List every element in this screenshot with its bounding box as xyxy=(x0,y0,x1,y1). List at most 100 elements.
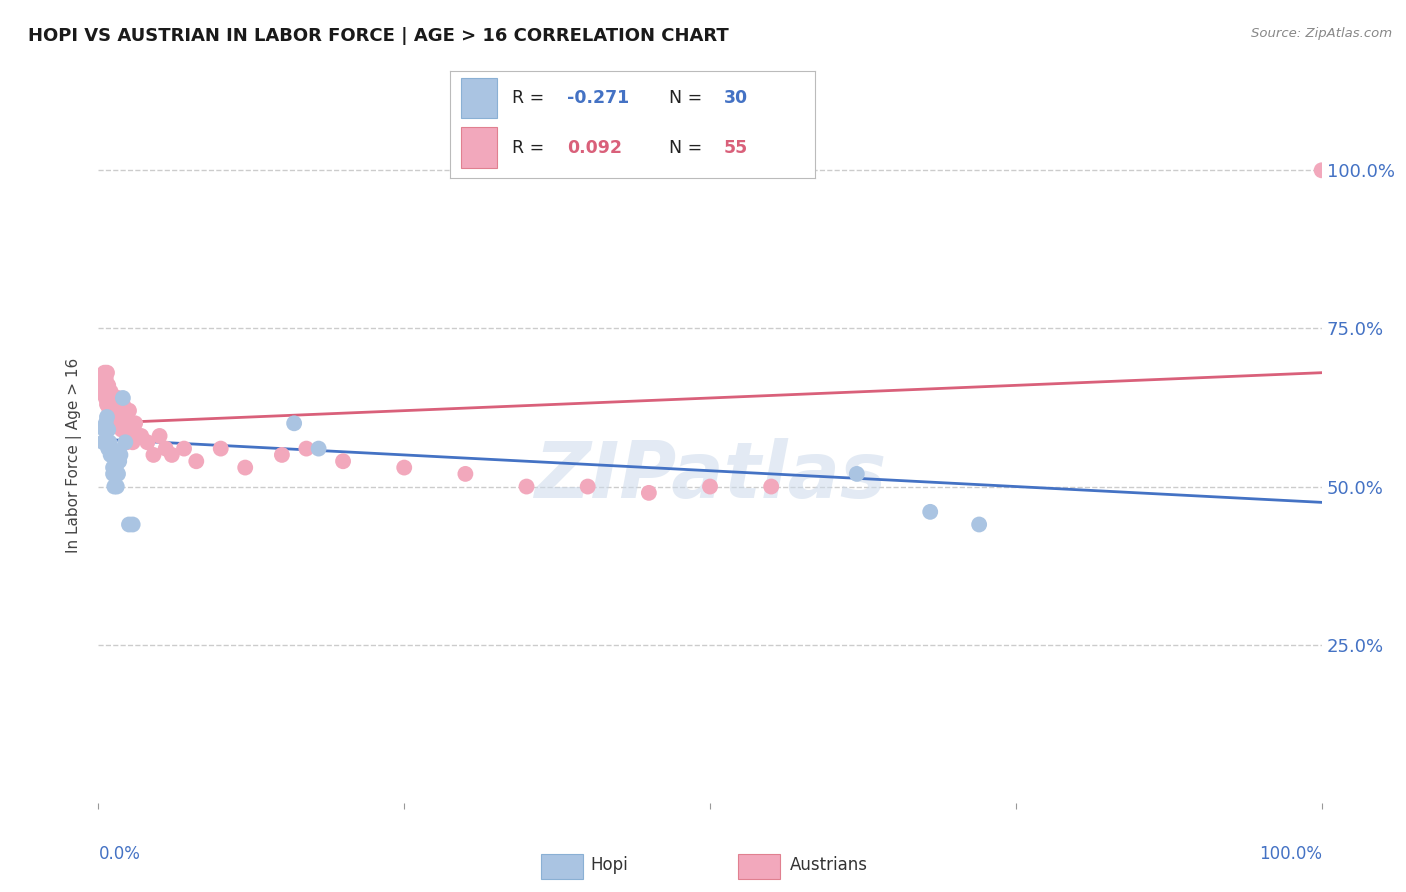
Point xyxy=(110,409,132,424)
Text: Source: ZipAtlas.com: Source: ZipAtlas.com xyxy=(1251,27,1392,40)
Point xyxy=(136,435,159,450)
Point xyxy=(576,479,599,493)
Point xyxy=(209,442,232,456)
Point xyxy=(761,479,783,493)
Point xyxy=(103,479,125,493)
Text: Hopi: Hopi xyxy=(591,856,628,874)
Text: 0.0%: 0.0% xyxy=(98,845,141,863)
Point xyxy=(94,417,117,431)
Text: 0.092: 0.092 xyxy=(567,139,621,157)
Point xyxy=(111,423,134,437)
Text: 55: 55 xyxy=(724,139,748,157)
Y-axis label: In Labor Force | Age > 16: In Labor Force | Age > 16 xyxy=(66,358,83,552)
Point xyxy=(100,442,122,456)
Point xyxy=(94,372,117,386)
Point xyxy=(101,460,124,475)
Text: N =: N = xyxy=(669,139,709,157)
Bar xyxy=(461,127,498,168)
Point xyxy=(104,460,127,475)
Point xyxy=(101,391,124,405)
Point xyxy=(332,454,354,468)
Point xyxy=(142,448,165,462)
Point xyxy=(97,397,120,411)
Point xyxy=(101,467,124,481)
Point xyxy=(96,397,118,411)
Point xyxy=(114,417,136,431)
Point xyxy=(392,460,416,475)
Text: HOPI VS AUSTRIAN IN LABOR FORCE | AGE > 16 CORRELATION CHART: HOPI VS AUSTRIAN IN LABOR FORCE | AGE > … xyxy=(28,27,728,45)
Point xyxy=(107,391,129,405)
Point xyxy=(283,417,305,431)
Point xyxy=(515,479,537,493)
Point xyxy=(111,397,134,411)
Point xyxy=(112,403,135,417)
Point xyxy=(115,435,138,450)
Point xyxy=(101,442,124,456)
Point xyxy=(105,417,128,431)
Point xyxy=(295,442,318,456)
Point xyxy=(96,378,118,392)
Point xyxy=(103,397,125,411)
Point xyxy=(97,378,120,392)
Point xyxy=(270,448,294,462)
Point xyxy=(100,397,122,411)
Point xyxy=(845,467,868,481)
Point xyxy=(173,442,195,456)
Text: N =: N = xyxy=(669,89,709,107)
Point xyxy=(97,423,120,437)
Point xyxy=(920,505,942,519)
Point xyxy=(100,448,122,462)
Point xyxy=(120,423,142,437)
Point xyxy=(98,391,121,405)
Point xyxy=(94,391,117,405)
Point xyxy=(124,417,146,431)
Point xyxy=(93,366,115,380)
Point xyxy=(308,442,330,456)
Point xyxy=(111,391,134,405)
Point xyxy=(104,403,127,417)
Point xyxy=(114,435,136,450)
Point xyxy=(101,403,124,417)
Point xyxy=(155,442,177,456)
Text: R =: R = xyxy=(512,89,550,107)
Point xyxy=(96,423,118,437)
Point xyxy=(91,372,114,386)
Point xyxy=(699,479,721,493)
Point xyxy=(93,423,115,437)
Text: -0.271: -0.271 xyxy=(567,89,628,107)
Point xyxy=(118,403,141,417)
Point xyxy=(105,397,128,411)
Point xyxy=(233,460,256,475)
Point xyxy=(97,435,120,450)
Text: R =: R = xyxy=(512,139,550,157)
Point xyxy=(118,517,141,532)
Point xyxy=(103,409,125,424)
Point xyxy=(1310,163,1333,178)
Point xyxy=(105,479,128,493)
Point xyxy=(129,429,152,443)
Point xyxy=(121,435,143,450)
Point xyxy=(97,442,120,456)
Point xyxy=(149,429,172,443)
Text: 100.0%: 100.0% xyxy=(1258,845,1322,863)
Point xyxy=(91,384,114,399)
Point xyxy=(96,366,118,380)
Point xyxy=(100,384,122,399)
Text: 30: 30 xyxy=(724,89,748,107)
Point xyxy=(454,467,477,481)
Bar xyxy=(461,78,498,119)
Point xyxy=(638,486,661,500)
Point xyxy=(98,403,121,417)
Text: Austrians: Austrians xyxy=(790,856,868,874)
Point xyxy=(93,378,115,392)
Point xyxy=(160,448,183,462)
Point xyxy=(98,435,121,450)
Point xyxy=(121,517,143,532)
Point xyxy=(108,454,131,468)
Point xyxy=(186,454,208,468)
Point xyxy=(967,517,990,532)
Point xyxy=(93,435,115,450)
Point xyxy=(91,435,114,450)
Text: ZIPatlas: ZIPatlas xyxy=(534,438,886,514)
Point xyxy=(108,403,131,417)
